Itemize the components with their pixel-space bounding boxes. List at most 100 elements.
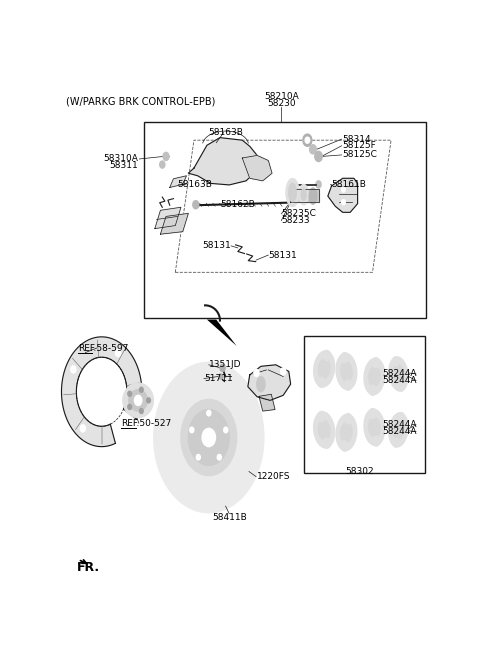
Circle shape [128,391,132,397]
Text: 58235C: 58235C [281,209,316,218]
Circle shape [342,199,345,205]
Circle shape [318,411,325,422]
Text: 58311: 58311 [109,161,138,170]
Ellipse shape [123,383,154,418]
Ellipse shape [207,411,211,416]
Text: 58233: 58233 [281,216,310,225]
Circle shape [345,414,352,424]
Bar [304,336,424,473]
Ellipse shape [286,179,299,207]
Circle shape [220,364,225,372]
Ellipse shape [341,422,352,442]
Circle shape [140,387,143,392]
Circle shape [147,398,150,403]
Circle shape [115,349,120,356]
Circle shape [181,399,237,476]
Ellipse shape [318,359,330,379]
Circle shape [193,201,199,209]
Circle shape [71,366,76,373]
Ellipse shape [289,183,296,202]
Circle shape [310,145,316,154]
Ellipse shape [341,362,352,381]
Text: 51711: 51711 [204,374,233,383]
Text: 58244A: 58244A [383,420,417,429]
Ellipse shape [309,188,317,204]
Text: 58131: 58131 [268,251,297,259]
Ellipse shape [336,414,357,451]
Polygon shape [248,365,290,401]
Circle shape [341,441,348,451]
Ellipse shape [393,364,404,383]
Circle shape [369,409,376,418]
Text: 58162B: 58162B [220,200,255,209]
Text: 1351JD: 1351JD [209,360,241,370]
Text: 58131: 58131 [203,242,231,250]
Polygon shape [328,178,358,213]
Polygon shape [259,394,275,411]
Text: 58161B: 58161B [332,180,366,189]
Circle shape [323,350,330,360]
Circle shape [219,374,223,379]
Circle shape [188,409,229,465]
Ellipse shape [369,417,380,438]
Circle shape [372,358,380,368]
Text: 58302: 58302 [345,467,374,476]
Ellipse shape [301,189,306,200]
Ellipse shape [369,366,380,387]
Text: 58411B: 58411B [212,513,247,522]
Text: REF.58-597: REF.58-597 [78,344,128,352]
Bar [144,122,426,318]
Text: 58163B: 58163B [177,180,212,189]
Ellipse shape [196,455,200,460]
Circle shape [345,380,352,390]
Ellipse shape [313,351,335,387]
Text: 1220FS: 1220FS [257,472,291,481]
Ellipse shape [389,357,408,391]
Circle shape [154,362,264,513]
Circle shape [393,356,399,366]
Circle shape [397,382,404,391]
Ellipse shape [257,376,265,392]
Polygon shape [170,176,186,187]
Ellipse shape [299,184,308,205]
Polygon shape [188,138,257,185]
Circle shape [323,438,330,448]
Ellipse shape [224,427,228,433]
Ellipse shape [217,455,221,460]
Circle shape [316,181,321,188]
Text: 58210A: 58210A [264,92,299,102]
Ellipse shape [393,420,404,439]
Text: 58244A: 58244A [383,376,417,385]
Polygon shape [242,156,272,181]
Circle shape [163,152,169,160]
Text: 58310A: 58310A [103,154,138,164]
Circle shape [397,412,404,422]
Circle shape [372,436,380,446]
Ellipse shape [336,353,357,389]
Polygon shape [290,189,319,202]
PathPatch shape [207,319,237,346]
Circle shape [341,352,348,363]
Circle shape [281,368,286,375]
Circle shape [134,395,142,405]
Text: FR.: FR. [77,560,100,574]
Ellipse shape [364,358,384,395]
Text: 58314: 58314 [343,135,372,144]
Polygon shape [61,337,142,447]
Ellipse shape [389,413,408,447]
Circle shape [80,425,85,432]
Text: 58244A: 58244A [383,370,417,378]
Text: 58125C: 58125C [343,150,378,160]
Circle shape [342,187,345,192]
Circle shape [160,161,165,168]
Ellipse shape [364,409,384,446]
Circle shape [315,151,322,162]
Text: 58163B: 58163B [208,127,243,137]
Text: 58125F: 58125F [343,141,376,150]
Circle shape [393,438,399,447]
Text: REF.50-527: REF.50-527 [121,418,172,428]
Circle shape [303,134,312,147]
Circle shape [254,370,259,376]
Text: 58244A: 58244A [383,427,417,436]
Polygon shape [160,213,188,234]
